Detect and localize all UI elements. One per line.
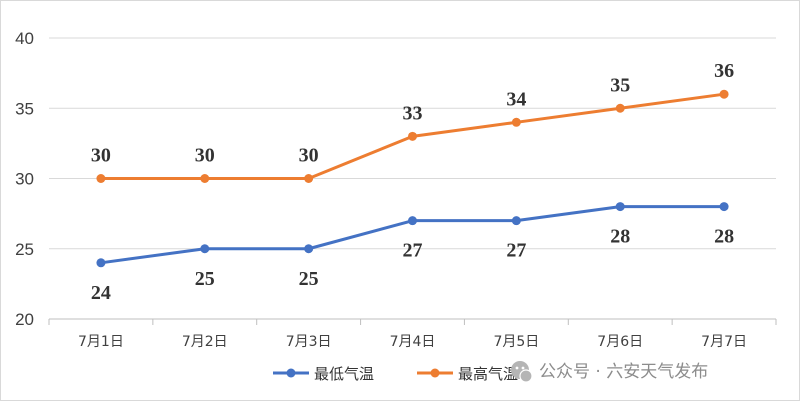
series <box>96 89 729 268</box>
y-tick-label: 20 <box>15 310 34 329</box>
data-label: 35 <box>610 74 630 96</box>
data-point <box>200 174 210 183</box>
data-point <box>408 131 417 141</box>
data-label: 28 <box>714 226 734 248</box>
data-label: 34 <box>506 88 526 110</box>
data-point <box>408 216 417 226</box>
data-label: 30 <box>91 145 111 167</box>
data-label: 28 <box>610 226 630 248</box>
x-tick-label: 7月5日 <box>493 334 539 350</box>
y-tick-label: 30 <box>15 170 34 189</box>
x-tick-label: 7月3日 <box>286 334 332 350</box>
legend-marker <box>430 368 440 378</box>
data-label: 25 <box>299 268 319 290</box>
x-tick-label: 7月7日 <box>701 334 747 350</box>
x-tick-label: 7月4日 <box>390 334 436 350</box>
data-point <box>96 174 106 183</box>
data-label: 27 <box>506 240 526 262</box>
legend-item: 最低气温 <box>273 365 374 383</box>
y-tick-label: 40 <box>15 29 34 48</box>
data-point <box>719 89 729 99</box>
data-point <box>719 202 729 212</box>
legend-label: 最高气温 <box>458 365 518 383</box>
y-tick-label: 25 <box>15 240 34 259</box>
data-point <box>511 216 521 226</box>
legend: 最低气温 最高气温 <box>273 365 518 383</box>
x-tick-label: 7月1日 <box>78 334 124 350</box>
data-point <box>615 202 625 212</box>
legend-item: 最高气温 <box>417 365 518 383</box>
legend-label: 最低气温 <box>314 365 374 383</box>
data-point <box>304 174 314 183</box>
data-point <box>96 258 106 268</box>
data-label: 36 <box>714 60 734 82</box>
data-label: 25 <box>195 268 215 290</box>
x-tick-label: 7月2日 <box>182 334 228 350</box>
watermark: 公众号 · 六安天气发布 <box>511 361 708 383</box>
legend-marker <box>286 368 296 378</box>
data-point <box>304 244 314 254</box>
data-label: 30 <box>299 145 319 167</box>
wechat-icon <box>511 361 533 383</box>
data-label: 24 <box>91 282 111 304</box>
data-point <box>511 117 521 127</box>
data-label: 33 <box>403 102 423 124</box>
watermark-text: 公众号 · 六安天气发布 <box>539 362 708 382</box>
axes: 20 25 30 35 40 7月1日 7月2日 7月3日 7月4日 7月5日 7月6日 7月7日 <box>15 29 777 350</box>
data-point <box>615 103 625 113</box>
data-point <box>200 244 210 254</box>
data-label: 27 <box>403 240 423 262</box>
x-tick-label: 7月6日 <box>597 334 643 350</box>
data-label: 30 <box>195 145 215 167</box>
y-tick-label: 35 <box>15 99 34 118</box>
data-labels: 24 25 25 27 27 28 28 30 30 30 33 34 35 36 <box>91 60 734 304</box>
